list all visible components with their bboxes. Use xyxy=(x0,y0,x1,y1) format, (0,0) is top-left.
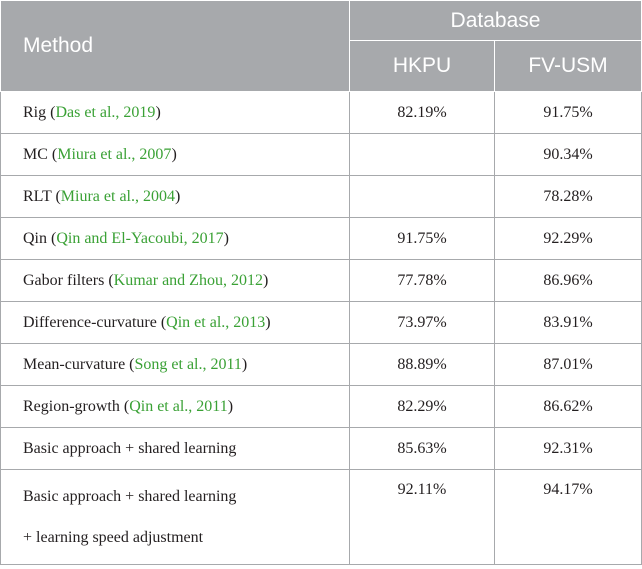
table-row: Gabor filters (Kumar and Zhou, 2012) 77.… xyxy=(0,259,642,302)
hkpu-cell xyxy=(349,175,495,218)
fvusm-cell: 87.01% xyxy=(494,343,642,386)
fvusm-cell: 94.17% xyxy=(494,469,642,565)
table-header: Method Database HKPU FV-USM xyxy=(0,0,642,92)
fvusm-cell: 91.75% xyxy=(494,91,642,134)
citation-link[interactable]: Qin et al., 2011 xyxy=(129,397,228,415)
method-cell: Difference-curvature (Qin et al., 2013) xyxy=(0,301,350,344)
method-name: Qin xyxy=(23,229,47,247)
hkpu-column-header: HKPU xyxy=(349,40,495,92)
fvusm-cell: 92.31% xyxy=(494,427,642,470)
table-row: Qin (Qin and El-Yacoubi, 2017) 91.75% 92… xyxy=(0,217,642,260)
method-cell: Rig (Das et al., 2019) xyxy=(0,91,350,134)
hkpu-cell: 82.29% xyxy=(349,385,495,428)
hkpu-cell: 92.11% xyxy=(349,469,495,565)
method-name-continuation: + learning speed adjustment xyxy=(23,528,204,546)
table-row: Difference-curvature (Qin et al., 2013) … xyxy=(0,301,642,344)
table-row: MC (Miura et al., 2007) 90.34% xyxy=(0,133,642,176)
method-cell: Qin (Qin and El-Yacoubi, 2017) xyxy=(0,217,350,260)
method-name: Region-growth xyxy=(23,397,120,415)
fvusm-cell: 78.28% xyxy=(494,175,642,218)
method-cell: RLT (Miura et al., 2004) xyxy=(0,175,350,218)
method-name: Basic approach + shared learning xyxy=(23,487,237,505)
fvusm-cell: 92.29% xyxy=(494,217,642,260)
citation-link[interactable]: Miura et al., 2004 xyxy=(60,187,175,205)
citation-link[interactable]: Qin et al., 2013 xyxy=(166,313,266,331)
fvusm-cell: 90.34% xyxy=(494,133,642,176)
method-cell: Gabor filters (Kumar and Zhou, 2012) xyxy=(0,259,350,302)
citation-link[interactable]: Kumar and Zhou, 2012 xyxy=(113,271,263,289)
method-name: MC xyxy=(23,145,48,163)
method-name: Difference-curvature xyxy=(23,313,157,331)
method-column-header: Method xyxy=(0,0,350,92)
table-row: RLT (Miura et al., 2004) 78.28% xyxy=(0,175,642,218)
table-body: Rig (Das et al., 2019) 82.19% 91.75% MC … xyxy=(0,91,642,565)
table-row: Basic approach + shared learning 85.63% … xyxy=(0,427,642,470)
method-name: Mean-curvature xyxy=(23,355,126,373)
hkpu-cell: 85.63% xyxy=(349,427,495,470)
hkpu-cell: 88.89% xyxy=(349,343,495,386)
table-row: Mean-curvature (Song et al., 2011) 88.89… xyxy=(0,343,642,386)
fvusm-cell: 86.62% xyxy=(494,385,642,428)
hkpu-cell: 91.75% xyxy=(349,217,495,260)
table-row: Rig (Das et al., 2019) 82.19% 91.75% xyxy=(0,91,642,134)
fvusm-cell: 83.91% xyxy=(494,301,642,344)
citation-link[interactable]: Miura et al., 2007 xyxy=(57,145,172,163)
method-cell: MC (Miura et al., 2007) xyxy=(0,133,350,176)
fvusm-cell: 86.96% xyxy=(494,259,642,302)
method-name: Rig xyxy=(23,103,47,121)
fvusm-column-header: FV-USM xyxy=(494,40,642,92)
table-row: Region-growth (Qin et al., 2011) 82.29% … xyxy=(0,385,642,428)
hkpu-cell: 77.78% xyxy=(349,259,495,302)
database-column-header: Database xyxy=(349,0,642,41)
table-row: Basic approach + shared learning + learn… xyxy=(0,469,642,565)
method-cell: Region-growth (Qin et al., 2011) xyxy=(0,385,350,428)
citation-link[interactable]: Qin and El-Yacoubi, 2017 xyxy=(56,229,224,247)
method-cell: Basic approach + shared learning xyxy=(0,427,350,470)
method-cell: Mean-curvature (Song et al., 2011) xyxy=(0,343,350,386)
method-cell: Basic approach + shared learning + learn… xyxy=(0,469,350,565)
hkpu-cell: 73.97% xyxy=(349,301,495,344)
hkpu-cell: 82.19% xyxy=(349,91,495,134)
method-name: Basic approach + shared learning xyxy=(23,439,237,457)
citation-link[interactable]: Das et al., 2019 xyxy=(55,103,156,121)
citation-link[interactable]: Song et al., 2011 xyxy=(134,355,242,373)
hkpu-cell xyxy=(349,133,495,176)
method-name: RLT xyxy=(23,187,52,205)
method-name: Gabor filters xyxy=(23,271,105,289)
